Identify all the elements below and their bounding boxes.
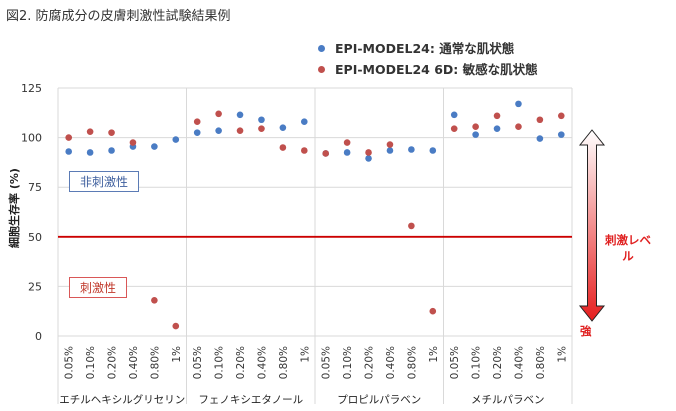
- y-axis-label: 細胞生存率 (%): [8, 168, 21, 248]
- y-tick-label: 75: [28, 181, 42, 194]
- data-point-sensitive: [408, 222, 415, 230]
- data-point-sensitive: [365, 149, 372, 156]
- data-point-sensitive: [129, 139, 137, 146]
- data-point-sensitive: [429, 307, 437, 315]
- data-point-normal: [343, 149, 351, 156]
- data-point-sensitive: [258, 125, 265, 132]
- data-point-sensitive: [151, 296, 158, 304]
- x-tick-label: 0.20%: [107, 346, 119, 379]
- group-label: プロピルパラベン: [337, 394, 422, 406]
- x-tick-label: 0.05%: [192, 346, 204, 379]
- irritant-tag: 刺激性: [69, 277, 128, 298]
- legend-marker-blue: [318, 45, 325, 52]
- data-point-normal: [215, 127, 222, 134]
- data-point-normal: [108, 147, 115, 154]
- data-point-sensitive: [86, 128, 94, 135]
- data-point-sensitive: [343, 139, 351, 146]
- data-point-sensitive: [515, 123, 522, 130]
- x-tick-label: 0.05%: [321, 346, 333, 379]
- data-point-normal: [258, 116, 265, 124]
- data-point-normal: [450, 111, 458, 119]
- data-point-sensitive: [450, 125, 458, 132]
- x-tick-label: 0.20%: [492, 346, 504, 379]
- group-label: メチルパラベン: [471, 394, 545, 406]
- data-point-sensitive: [322, 150, 330, 157]
- x-tick-label: 0.05%: [449, 346, 461, 379]
- data-point-sensitive: [557, 112, 565, 120]
- data-point-sensitive: [386, 141, 394, 148]
- x-tick-label: 0.20%: [235, 346, 247, 379]
- data-point-sensitive: [172, 322, 180, 330]
- irritation-level-arrow: [578, 129, 606, 322]
- y-tick-label: 100: [21, 132, 42, 145]
- data-point-normal: [365, 155, 372, 162]
- data-point-sensitive: [279, 144, 287, 151]
- x-tick-label: 1%: [556, 346, 568, 363]
- x-tick-label: 0.10%: [85, 346, 97, 379]
- strong-label: 強: [580, 324, 592, 338]
- data-point-sensitive: [236, 127, 244, 134]
- legend-label-sensitive-skin: EPI-MODEL24 6D: 敏感な肌状態: [335, 62, 538, 77]
- x-tick-label: 1%: [428, 346, 440, 363]
- data-point-normal: [536, 135, 544, 142]
- x-tick-label: 0.10%: [214, 346, 226, 379]
- x-tick-label: 0.10%: [342, 346, 354, 379]
- data-point-normal: [386, 147, 394, 154]
- data-point-sensitive: [193, 118, 201, 126]
- data-point-normal: [65, 148, 73, 155]
- data-point-sensitive: [300, 147, 308, 154]
- x-tick-label: 0.80%: [278, 346, 290, 379]
- x-tick-label: 0.40%: [256, 346, 268, 379]
- data-point-normal: [300, 118, 308, 126]
- irritation-level-label: 刺激レベル: [605, 233, 651, 263]
- data-point-sensitive: [536, 116, 544, 124]
- x-tick-label: 0.80%: [535, 346, 547, 379]
- data-point-sensitive: [472, 123, 479, 130]
- group-label: フェノキシエタノール: [198, 394, 304, 406]
- data-point-normal: [493, 125, 501, 132]
- data-point-normal: [408, 146, 415, 153]
- data-point-normal: [472, 131, 479, 138]
- data-point-normal: [557, 131, 565, 138]
- x-tick-label: 0.80%: [149, 346, 161, 379]
- x-tick-label: 0.10%: [471, 346, 483, 379]
- y-tick-label: 0: [35, 330, 42, 343]
- x-tick-label: 0.40%: [513, 346, 525, 379]
- x-tick-label: 1%: [299, 346, 311, 363]
- data-point-normal: [236, 111, 244, 119]
- data-point-normal: [279, 124, 287, 131]
- x-tick-label: 1%: [171, 346, 183, 363]
- legend-marker-red: [318, 66, 325, 73]
- x-tick-label: 0.20%: [364, 346, 376, 379]
- x-tick-label: 0.40%: [128, 346, 140, 379]
- non-irritant-tag: 非刺激性: [69, 171, 140, 192]
- x-tick-label: 0.05%: [64, 346, 76, 379]
- data-point-normal: [151, 143, 158, 150]
- data-point-sensitive: [493, 112, 501, 120]
- data-point-normal: [429, 147, 437, 154]
- data-point-normal: [86, 149, 94, 156]
- data-point-sensitive: [215, 110, 222, 118]
- legend-label-normal-skin: EPI-MODEL24: 通常な肌状態: [335, 41, 515, 56]
- data-point-sensitive: [65, 134, 73, 141]
- group-label: エチルヘキシルグリセリン: [59, 394, 186, 406]
- legend-item-normal-skin: EPI-MODEL24: 通常な肌状態: [318, 38, 514, 57]
- legend-item-sensitive-skin: EPI-MODEL24 6D: 敏感な肌状態: [318, 59, 538, 78]
- y-tick-label: 125: [21, 82, 42, 95]
- y-tick-label: 25: [28, 280, 42, 293]
- data-point-normal: [172, 136, 180, 143]
- data-point-normal: [193, 129, 201, 136]
- y-tick-label: 50: [28, 231, 42, 244]
- data-point-sensitive: [108, 129, 115, 136]
- data-point-normal: [515, 100, 522, 108]
- figure-title: 図2. 防腐成分の皮膚刺激性試験結果例: [6, 9, 231, 24]
- x-tick-label: 0.40%: [385, 346, 397, 379]
- x-tick-label: 0.80%: [406, 346, 418, 379]
